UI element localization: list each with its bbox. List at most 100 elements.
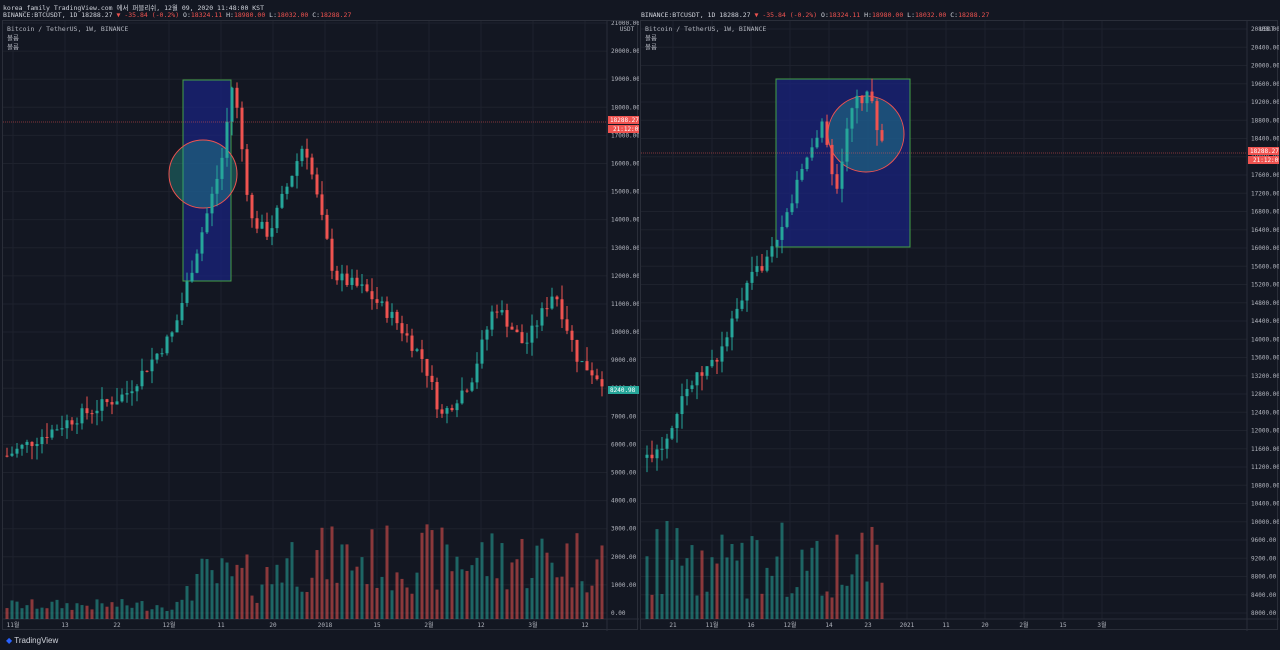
candle-body — [645, 454, 649, 458]
left-chart-panel[interactable]: 21000.00 20000.00 19000.00 18000.00 17000.00… — [2, 20, 639, 631]
candle-body — [845, 128, 849, 162]
volume-bar — [320, 527, 324, 619]
candle-body — [10, 453, 14, 456]
candle-body — [275, 207, 279, 229]
candle-body — [380, 301, 384, 303]
low-price-tag: 8240.98 — [610, 387, 636, 394]
countdown-tag: 21:12:05 — [613, 126, 639, 133]
y-axis-tick: 17200.00 — [1251, 190, 1279, 197]
x-axis-tick: 11 — [217, 622, 225, 629]
y-axis-tick: 10400.00 — [1251, 501, 1279, 508]
volume-bar — [35, 608, 39, 619]
candle-body — [15, 448, 19, 454]
volume-bar — [520, 538, 524, 619]
candle-body — [225, 121, 229, 158]
y-axis-tick: 14400.00 — [1251, 318, 1279, 325]
candle-body — [200, 232, 204, 254]
candle-body — [75, 423, 79, 425]
candle-body — [370, 291, 374, 300]
volume-bar — [300, 591, 304, 619]
tradingview-logo[interactable]: ◆ TradingView — [6, 636, 58, 645]
volume-bar — [50, 601, 54, 619]
volume-bar — [825, 591, 829, 619]
volume-bar — [240, 567, 244, 619]
candle-body — [675, 414, 679, 429]
volume-bar — [845, 585, 849, 619]
candle-body — [455, 403, 459, 411]
y-axis-tick: 13200.00 — [1251, 373, 1279, 380]
y-axis-tick: 1000.00 — [611, 582, 637, 589]
volume-bar — [600, 545, 604, 619]
volume-bar — [880, 582, 884, 619]
candle-body — [250, 194, 254, 219]
candle-body — [500, 310, 504, 313]
candle-body — [825, 121, 829, 145]
candle-body — [5, 455, 9, 457]
candle-body — [595, 375, 599, 380]
candle-body — [265, 221, 269, 237]
x-axis-tick: 15 — [1059, 622, 1067, 629]
candle-body — [255, 218, 259, 229]
candle-body — [810, 147, 814, 158]
y-axis-tick: 15200.00 — [1251, 282, 1279, 289]
volume-bar — [435, 589, 439, 619]
candle-body — [420, 349, 424, 359]
candle-body — [745, 282, 749, 301]
publish-info: korea_family TradingView.com 에서 퍼블리쉬, 12… — [3, 4, 265, 12]
candle-body — [700, 372, 704, 376]
candle-body — [840, 161, 844, 189]
x-axis-tick: 12월 — [784, 621, 797, 629]
volume-bar — [30, 599, 34, 619]
candle-body — [220, 157, 224, 179]
candle-body — [395, 311, 399, 324]
right-legend-volume-1: 볼륨 — [645, 34, 657, 42]
price-unit-label: USDT — [1260, 26, 1275, 33]
candle-body — [375, 299, 379, 303]
y-axis-tick: 11600.00 — [1251, 446, 1279, 453]
candle-body — [530, 325, 534, 343]
volume-bar — [250, 595, 254, 619]
candle-body — [55, 429, 59, 431]
y-axis-tick: 14800.00 — [1251, 300, 1279, 307]
y-axis-tick: 12000.00 — [1251, 428, 1279, 435]
x-axis-tick: 13 — [61, 622, 69, 629]
y-axis-tick: 9000.00 — [611, 357, 637, 364]
volume-bar — [220, 558, 224, 619]
right-chart-panel[interactable]: 20800.00 20400.00 20000.00 19600.00 19200.00… — [640, 20, 1279, 631]
volume-bar — [230, 576, 234, 619]
candle-body — [215, 178, 219, 194]
candle-body — [510, 326, 514, 330]
right-chart-canvas[interactable]: 20800.00 20400.00 20000.00 19600.00 19200.00… — [641, 21, 1279, 631]
candle-body — [785, 212, 789, 227]
candle-body — [390, 311, 394, 318]
candle-body — [45, 436, 49, 438]
candle-body — [205, 213, 209, 233]
volume-bar — [160, 607, 164, 619]
y-axis-tick: 6000.00 — [611, 441, 637, 448]
candle-body — [405, 333, 409, 336]
tradingview-brand-label: TradingView — [14, 636, 59, 645]
candle-body — [105, 399, 109, 403]
volume-bar — [840, 584, 844, 619]
y-axis-tick: 10800.00 — [1251, 482, 1279, 489]
volume-bar — [305, 591, 309, 619]
candle-body — [140, 370, 144, 387]
candle-body — [545, 308, 549, 310]
left-chart-canvas[interactable]: 21000.00 20000.00 19000.00 18000.00 17000.00… — [3, 21, 639, 631]
volume-bar — [580, 581, 584, 619]
candle-body — [735, 308, 739, 319]
candle-body — [725, 337, 729, 347]
candle-body — [95, 410, 99, 414]
candle-body — [120, 394, 124, 402]
volume-bar — [100, 603, 104, 619]
volume-bar — [405, 587, 409, 619]
volume-bar — [855, 554, 859, 619]
volume-bar — [275, 564, 279, 619]
candlesticks — [5, 82, 604, 460]
volume-bar — [45, 608, 49, 619]
volume-bar — [425, 524, 429, 619]
candle-body — [515, 329, 519, 333]
y-axis-tick: 16000.00 — [1251, 245, 1279, 252]
candle-body — [235, 87, 239, 108]
volume-bar — [255, 602, 259, 619]
